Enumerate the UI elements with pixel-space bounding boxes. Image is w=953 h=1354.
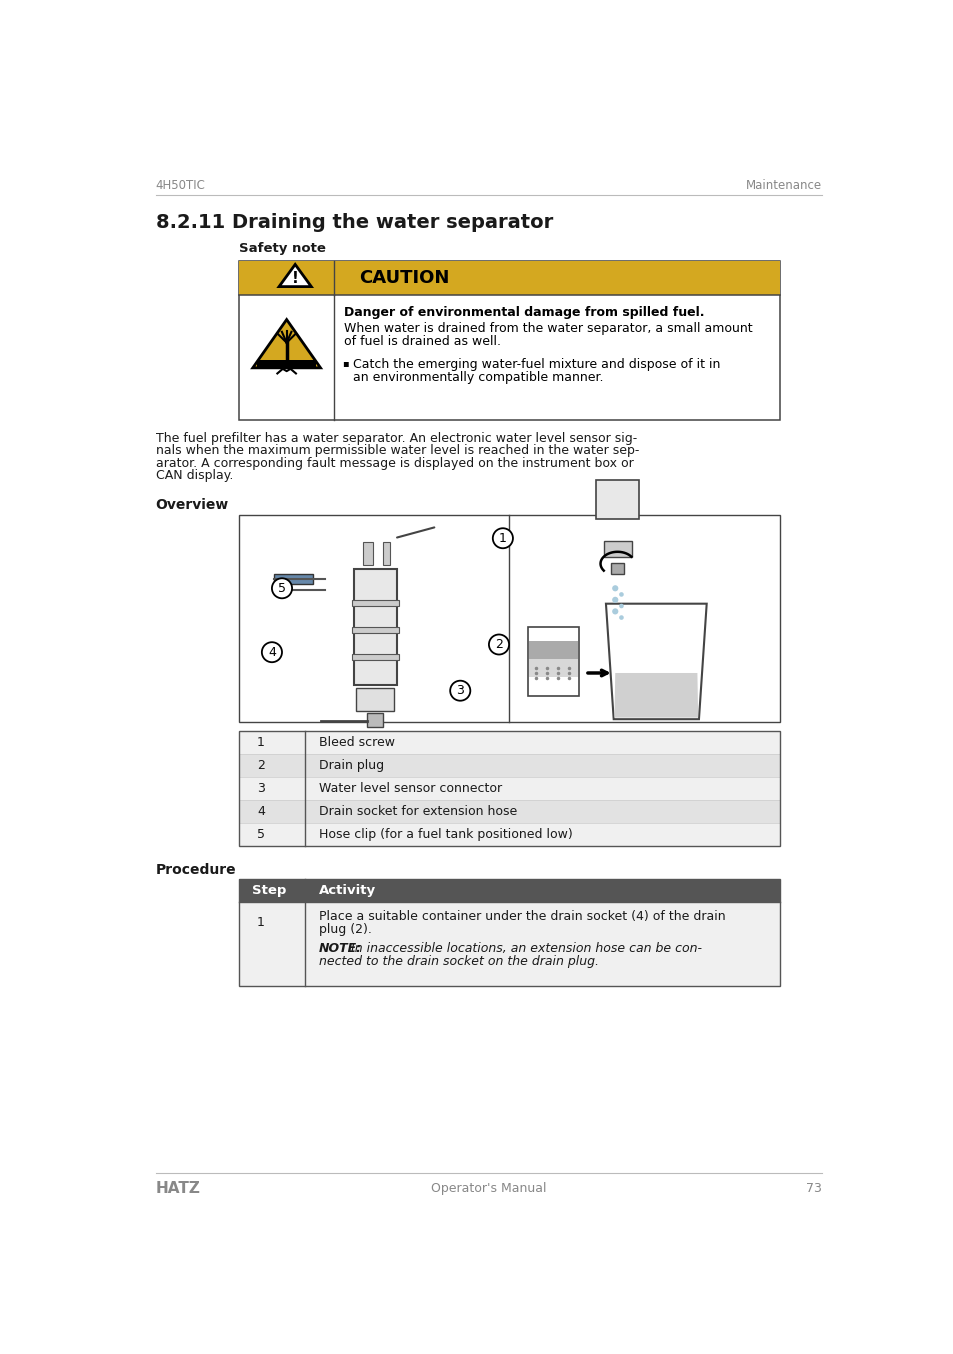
Text: In inaccessible locations, an extension hose can be con-: In inaccessible locations, an extension … [347, 942, 701, 955]
Bar [239, 515, 779, 722]
Bar [239, 731, 779, 846]
Text: 3: 3 [456, 684, 464, 697]
Text: Procedure: Procedure [155, 864, 236, 877]
Circle shape [450, 681, 470, 701]
Bar [529, 640, 578, 659]
Text: 5: 5 [256, 829, 265, 841]
Polygon shape [253, 320, 320, 368]
Circle shape [261, 642, 282, 662]
Bar [239, 261, 779, 295]
Text: NOTE:: NOTE: [319, 942, 362, 955]
Bar [363, 542, 373, 565]
Text: nected to the drain socket on the drain plug.: nected to the drain socket on the drain … [319, 955, 598, 968]
Bar [257, 360, 315, 368]
Text: nals when the maximum permissible water level is reached in the water sep-: nals when the maximum permissible water … [155, 444, 639, 458]
Text: arator. A corresponding fault message is displayed on the instrument box or: arator. A corresponding fault message is… [155, 456, 633, 470]
Bar [528, 627, 578, 696]
Text: of fuel is drained as well.: of fuel is drained as well. [344, 334, 500, 348]
Text: Overview: Overview [155, 498, 229, 512]
Bar [372, 741, 377, 764]
Bar [352, 627, 398, 632]
Bar [529, 658, 578, 677]
Text: Step: Step [252, 884, 286, 896]
Bar [356, 688, 394, 711]
Text: The fuel prefilter has a water separator. An electronic water level sensor sig-: The fuel prefilter has a water separator… [155, 432, 637, 445]
Bar [603, 540, 631, 558]
Bar [367, 714, 382, 727]
Text: plug (2).: plug (2). [319, 923, 372, 936]
Text: Bleed screw: Bleed screw [319, 735, 395, 749]
Text: 8.2.11 Draining the water separator: 8.2.11 Draining the water separator [155, 213, 553, 232]
Text: 2: 2 [257, 758, 265, 772]
Bar [239, 800, 779, 823]
Text: Place a suitable container under the drain socket (4) of the drain: Place a suitable container under the dra… [319, 910, 725, 923]
Bar [239, 879, 779, 986]
Text: Drain plug: Drain plug [319, 758, 384, 772]
Bar [239, 879, 779, 902]
Text: Safety note: Safety note [239, 242, 326, 255]
Bar [352, 654, 398, 659]
Circle shape [493, 528, 513, 548]
Circle shape [272, 578, 292, 598]
Bar [382, 542, 390, 565]
Text: 4: 4 [268, 646, 275, 658]
Text: 1: 1 [257, 735, 265, 749]
Polygon shape [614, 673, 698, 718]
Bar [239, 754, 779, 777]
Polygon shape [279, 264, 311, 287]
Text: 1: 1 [257, 915, 265, 929]
Text: CAUTION: CAUTION [359, 269, 450, 287]
Circle shape [618, 592, 623, 597]
Text: an environmentally compatible manner.: an environmentally compatible manner. [353, 371, 603, 385]
Text: Water level sensor connector: Water level sensor connector [319, 783, 502, 795]
Text: 5: 5 [277, 582, 286, 594]
Bar [611, 563, 623, 574]
Text: 1: 1 [498, 532, 506, 544]
Text: Maintenance: Maintenance [745, 179, 821, 192]
Text: 4H50TIC: 4H50TIC [155, 179, 205, 192]
Circle shape [612, 597, 618, 603]
Bar [274, 574, 313, 585]
Text: Activity: Activity [319, 884, 375, 896]
Bar [354, 569, 396, 685]
Text: Catch the emerging water-fuel mixture and dispose of it in: Catch the emerging water-fuel mixture an… [353, 357, 720, 371]
Bar [239, 902, 779, 986]
Polygon shape [605, 604, 706, 719]
Text: HATZ: HATZ [155, 1182, 200, 1197]
Text: Operator's Manual: Operator's Manual [431, 1182, 546, 1196]
Text: ▪: ▪ [342, 357, 349, 368]
Bar [239, 731, 779, 754]
Text: Danger of environmental damage from spilled fuel.: Danger of environmental damage from spil… [344, 306, 703, 318]
Text: !: ! [292, 271, 298, 286]
Circle shape [488, 635, 509, 654]
Circle shape [618, 615, 623, 620]
Text: 73: 73 [805, 1182, 821, 1196]
Bar [239, 823, 779, 846]
Circle shape [612, 608, 618, 615]
Text: 3: 3 [257, 783, 265, 795]
Text: 2: 2 [495, 638, 502, 651]
Text: When water is drained from the water separator, a small amount: When water is drained from the water sep… [344, 322, 752, 334]
Bar [596, 481, 639, 519]
Bar [239, 777, 779, 800]
Text: 4: 4 [257, 806, 265, 818]
Text: CAN display.: CAN display. [155, 468, 233, 482]
Circle shape [618, 604, 623, 608]
Text: Hose clip (for a fuel tank positioned low): Hose clip (for a fuel tank positioned lo… [319, 829, 573, 841]
Text: Drain socket for extension hose: Drain socket for extension hose [319, 806, 517, 818]
Bar [239, 261, 779, 420]
Circle shape [612, 585, 618, 592]
Bar [352, 600, 398, 607]
